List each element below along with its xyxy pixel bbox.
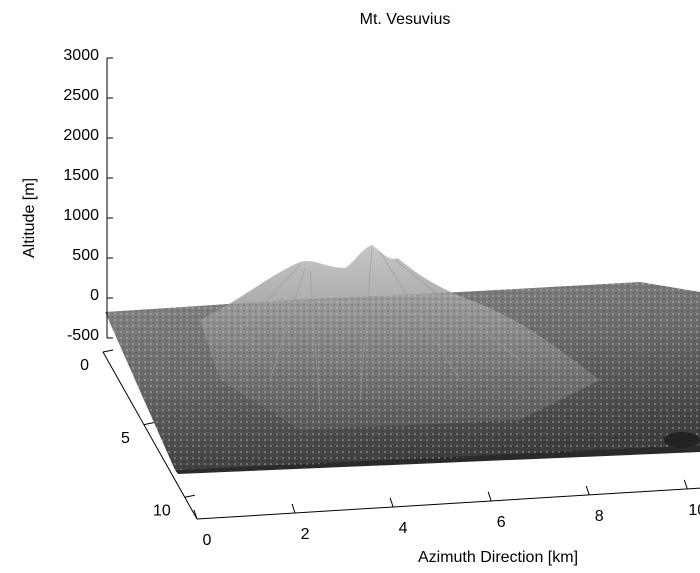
x-tick-label: 2 — [301, 526, 310, 543]
z-tick-label: 0 — [90, 287, 99, 304]
x-tick-label: 4 — [399, 520, 408, 537]
z-tick-label: 2500 — [63, 87, 99, 104]
chart: Mt. Vesuvius Altitude [m] Azimuth Direct… — [0, 0, 700, 573]
x-tick — [684, 480, 687, 489]
x-tick — [488, 492, 491, 501]
y-tick-label: 10 — [153, 502, 171, 519]
y-tick — [185, 495, 195, 497]
z-tick-label: 2000 — [63, 127, 99, 144]
x-tick — [292, 504, 295, 513]
surface — [105, 245, 700, 474]
z-axis-label: Altitude [m] — [21, 178, 38, 258]
x-axis — [197, 488, 700, 519]
x-tick-label: 6 — [497, 514, 506, 531]
chart-title: Mt. Vesuvius — [360, 11, 451, 28]
x-tick-label: 0 — [203, 532, 212, 549]
x-tick — [586, 486, 589, 495]
x-tick-label: 10 — [688, 502, 700, 519]
y-tick — [103, 350, 113, 352]
x-tick-label: 8 — [595, 508, 604, 525]
z-tick-label: -500 — [67, 327, 99, 344]
z-tick-label: 500 — [72, 247, 99, 264]
z-tick-label: 1500 — [63, 167, 99, 184]
x-axis-label: Azimuth Direction [km] — [418, 549, 578, 566]
z-tick-label: 1000 — [63, 207, 99, 224]
x-tick — [390, 498, 393, 507]
y-tick-label: 0 — [80, 357, 89, 374]
z-tick-label: 3000 — [63, 47, 99, 64]
y-tick-label: 5 — [121, 430, 130, 447]
y-tick — [144, 423, 154, 425]
